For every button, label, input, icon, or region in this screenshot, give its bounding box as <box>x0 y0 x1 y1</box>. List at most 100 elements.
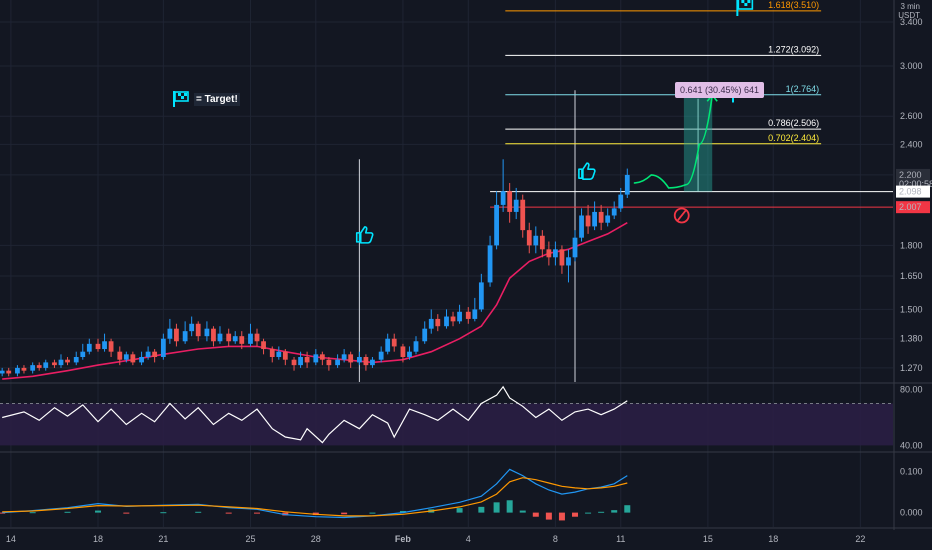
time-tick-label: 4 <box>466 534 471 544</box>
candle <box>80 351 86 358</box>
thumbs-up-icon <box>355 226 374 244</box>
candle <box>363 357 369 366</box>
candle <box>407 351 412 358</box>
candle <box>73 357 79 363</box>
candle <box>428 318 434 329</box>
candle <box>313 354 319 363</box>
price-tag-label: 02:00:58 <box>899 179 932 189</box>
candle <box>335 359 340 366</box>
candle <box>123 354 129 360</box>
macd-histogram-bar <box>598 511 605 513</box>
flag-pole <box>736 0 739 16</box>
candle <box>572 237 578 258</box>
candle <box>326 359 332 366</box>
macd-histogram-bar <box>282 512 289 516</box>
candle <box>605 215 611 223</box>
candle <box>435 318 441 327</box>
candle <box>592 211 598 227</box>
candle <box>167 328 173 339</box>
candle <box>539 235 545 250</box>
candle <box>174 328 179 342</box>
time-tick-label: 28 <box>311 534 321 544</box>
candle <box>341 354 347 360</box>
time-tick-label: 21 <box>158 534 168 544</box>
candle <box>304 357 310 363</box>
candle <box>117 351 123 360</box>
candle <box>0 370 5 374</box>
candle <box>189 323 195 332</box>
candle <box>319 354 325 360</box>
candle <box>566 257 571 266</box>
rsi-line <box>2 385 628 444</box>
candle <box>579 215 584 238</box>
macd-histogram-bar <box>532 512 539 517</box>
time-tick-label: 8 <box>553 534 558 544</box>
price-tag-label: 2.200 <box>899 170 922 180</box>
projection-path <box>633 95 714 189</box>
macd-histogram-bar <box>611 510 618 513</box>
price-tick-label: 3.400 <box>900 17 923 27</box>
macd-signal-line <box>2 477 628 517</box>
time-tick-label: Feb <box>395 534 412 544</box>
macd-histogram-bar <box>95 510 102 513</box>
candle <box>6 370 12 374</box>
candle <box>36 365 42 368</box>
time-tick-label: 25 <box>245 534 255 544</box>
candle <box>618 194 624 209</box>
flag-cloth <box>737 0 754 10</box>
fib-level-label: 1.618(3.510) <box>768 0 819 10</box>
macd-histogram-bar <box>585 512 592 514</box>
macd-histogram-bar <box>254 512 261 514</box>
flag-check <box>741 0 745 3</box>
target-legend: = Target! <box>172 90 240 108</box>
candle <box>585 215 591 227</box>
candle <box>507 191 513 212</box>
price-tag-bg <box>896 201 930 214</box>
candle <box>348 354 354 363</box>
fib-level-label: 1.272(3.092) <box>768 44 819 54</box>
macd-histogram-bar <box>341 512 348 515</box>
candle <box>465 311 471 319</box>
candle <box>487 245 493 283</box>
price-tick-label: 1.270 <box>900 363 923 373</box>
no-entry-slash <box>677 209 687 222</box>
candle <box>152 351 158 358</box>
candle <box>450 316 456 322</box>
rsi-tick-label: 40.00 <box>900 440 923 450</box>
candle <box>195 323 201 337</box>
candle <box>444 316 449 327</box>
macd-histogram-bar <box>478 506 485 513</box>
candle <box>472 309 478 319</box>
price-tick-label: 1.380 <box>900 334 923 344</box>
price-tick-label: 3.000 <box>900 61 923 71</box>
candle <box>254 333 260 342</box>
time-tick-label: 15 <box>703 534 713 544</box>
time-tick-label: 14 <box>6 534 16 544</box>
macd-histogram-bar <box>29 512 36 514</box>
candle <box>598 211 604 223</box>
price-tick-label: 2.400 <box>900 139 923 149</box>
candle <box>611 208 617 216</box>
fib-level-label: 1(2.764) <box>786 84 820 94</box>
candle <box>239 336 245 344</box>
candle <box>95 343 101 350</box>
macd-histogram-bar <box>519 510 526 513</box>
macd-histogram-bar <box>545 512 552 520</box>
candle <box>356 357 362 363</box>
candle <box>269 349 275 358</box>
candle <box>261 341 266 350</box>
thumbs-up-shape <box>355 226 374 244</box>
candle <box>422 328 428 342</box>
checkered-flag-icon <box>736 0 754 16</box>
candle <box>217 333 223 342</box>
axis-header: 3 min USDT <box>898 2 920 20</box>
price-tag-bg <box>896 185 930 198</box>
candle <box>248 333 253 344</box>
price-tick-label: 1.650 <box>900 271 923 281</box>
macd-histogram-bar <box>369 512 376 514</box>
candle <box>494 204 499 246</box>
currency-label: USDT <box>898 11 920 20</box>
